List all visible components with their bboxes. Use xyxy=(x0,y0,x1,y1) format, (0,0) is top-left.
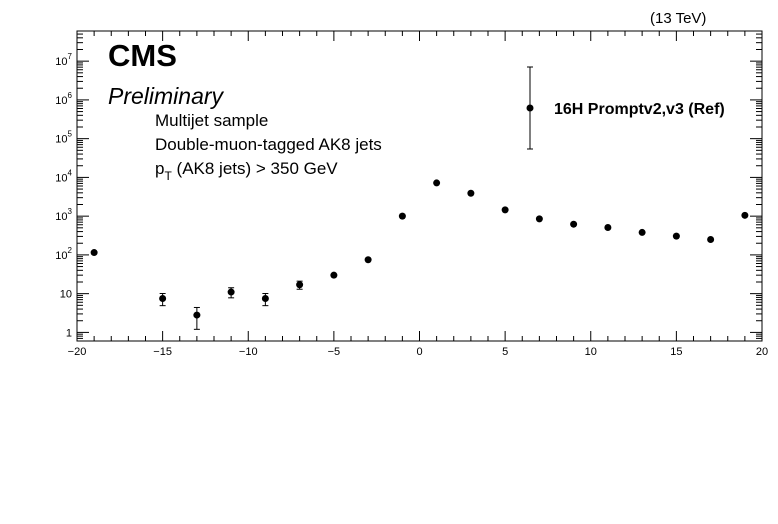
y-tick-label-base: 10 xyxy=(55,250,67,262)
legend: 16H Promptv2,v3 (Ref) xyxy=(526,66,725,150)
y-tick-label-exponent: 6 xyxy=(68,91,73,100)
cms-label: CMS xyxy=(108,38,177,73)
data-point xyxy=(467,189,475,197)
x-tick-label: −10 xyxy=(239,346,258,358)
x-tick-label: −20 xyxy=(68,346,87,358)
data-point xyxy=(159,294,167,302)
data-point xyxy=(193,311,201,319)
data-point xyxy=(535,215,543,223)
y-tick-label: 106 xyxy=(55,91,72,107)
annotation-tagging: Double-muon-tagged AK8 jets xyxy=(155,135,382,154)
legend-marker-point xyxy=(526,104,534,112)
legend-entry-label: 16H Promptv2,v3 (Ref) xyxy=(554,101,725,118)
data-point xyxy=(741,211,749,219)
data-point xyxy=(261,294,269,302)
x-axis: −20 −15 −10 −5 0 5 10 15 20 xyxy=(68,31,768,358)
data-point xyxy=(227,288,235,296)
x-tick-label: −5 xyxy=(328,346,341,358)
y-tick-label-exponent: 4 xyxy=(68,168,73,177)
y-tick-label: 105 xyxy=(55,130,72,146)
y-tick-label-base: 10 xyxy=(55,56,67,68)
data-point xyxy=(707,235,715,243)
x-tick-label: 5 xyxy=(502,346,508,358)
annotation-pt-symbol: p xyxy=(155,159,164,178)
y-tick-label-base: 10 xyxy=(55,211,67,223)
data-series xyxy=(90,179,749,330)
data-point xyxy=(364,256,372,264)
x-tick-label: 0 xyxy=(416,346,422,358)
y-tick-label: 107 xyxy=(55,52,72,68)
annotation-pt-text: (AK8 jets) > 350 GeV xyxy=(172,159,338,178)
data-point xyxy=(90,249,98,257)
y-tick-label: 102 xyxy=(55,246,72,262)
annotation-sample: Multijet sample xyxy=(155,111,268,130)
data-point xyxy=(330,271,338,279)
data-point xyxy=(433,179,441,187)
y-tick-label-exponent: 7 xyxy=(68,52,73,61)
data-point xyxy=(501,206,509,214)
x-tick-label: 10 xyxy=(585,346,597,358)
y-tick-label-exponent: 2 xyxy=(68,246,73,255)
annotation-pt-subscript: T xyxy=(164,169,172,183)
preliminary-label: Preliminary xyxy=(108,83,225,109)
y-tick-label-base: 10 xyxy=(55,134,67,146)
x-tick-label: 20 xyxy=(756,346,768,358)
y-tick-label: 1 xyxy=(66,327,72,339)
annotation-pt-cut: pT (AK8 jets) > 350 GeV xyxy=(155,159,338,183)
x-tick-label: 15 xyxy=(670,346,682,358)
energy-label: (13 TeV) xyxy=(650,10,706,27)
data-point xyxy=(398,212,406,220)
y-tick-label: 104 xyxy=(55,168,72,184)
y-tick-label-base: 10 xyxy=(55,95,67,107)
y-tick-label-exponent: 3 xyxy=(68,207,73,216)
y-tick-label: 103 xyxy=(55,207,72,223)
y-tick-label: 10 xyxy=(60,289,72,301)
data-point xyxy=(570,220,578,228)
data-point xyxy=(604,223,612,231)
data-point xyxy=(672,232,680,240)
y-tick-label-exponent: 5 xyxy=(68,130,73,139)
y-tick-label-base: 10 xyxy=(55,172,67,184)
x-tick-label: −15 xyxy=(153,346,172,358)
data-point xyxy=(296,281,304,289)
data-point xyxy=(638,228,646,236)
